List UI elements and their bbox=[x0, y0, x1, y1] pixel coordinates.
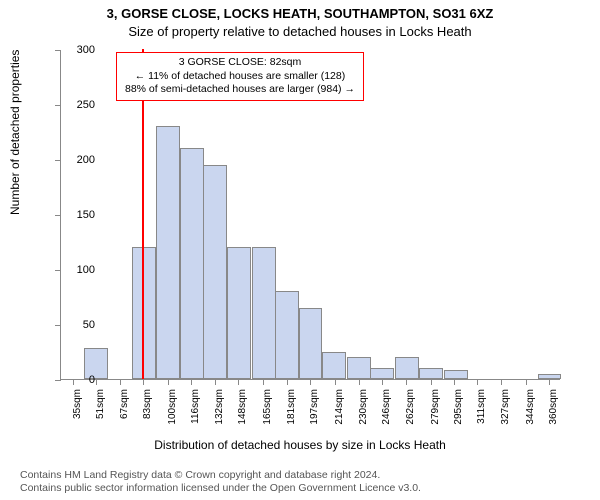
x-tick bbox=[120, 379, 121, 385]
histogram-bar bbox=[156, 126, 180, 379]
y-tick-label: 150 bbox=[77, 209, 95, 221]
x-tick bbox=[168, 379, 169, 385]
x-tick bbox=[73, 379, 74, 385]
histogram-bar bbox=[444, 370, 468, 379]
y-tick bbox=[55, 105, 61, 106]
y-tick-label: 50 bbox=[83, 319, 95, 331]
x-tick bbox=[263, 379, 264, 385]
histogram-bar bbox=[203, 165, 227, 380]
x-tick-label: 35sqm bbox=[72, 389, 83, 439]
x-tick-label: 197sqm bbox=[309, 389, 320, 439]
x-tick-label: 165sqm bbox=[262, 389, 273, 439]
chart-container: 3 GORSE CLOSE: 82sqm← 11% of detached ho… bbox=[60, 50, 560, 380]
x-tick-label: 83sqm bbox=[142, 389, 153, 439]
x-tick bbox=[359, 379, 360, 385]
y-tick-label: 200 bbox=[77, 154, 95, 166]
chart-title-address: 3, GORSE CLOSE, LOCKS HEATH, SOUTHAMPTON… bbox=[0, 6, 600, 21]
x-tick bbox=[287, 379, 288, 385]
x-tick bbox=[431, 379, 432, 385]
y-tick-label: 0 bbox=[89, 374, 95, 386]
histogram-bar bbox=[252, 247, 276, 379]
footer-attribution: Contains HM Land Registry data © Crown c… bbox=[20, 469, 580, 496]
x-tick-label: 51sqm bbox=[95, 389, 106, 439]
x-tick-label: 360sqm bbox=[548, 389, 559, 439]
x-tick-label: 214sqm bbox=[334, 389, 345, 439]
x-tick-label: 262sqm bbox=[405, 389, 416, 439]
x-tick bbox=[96, 379, 97, 385]
x-tick-label: 279sqm bbox=[430, 389, 441, 439]
y-tick bbox=[55, 325, 61, 326]
histogram-bar bbox=[299, 308, 323, 380]
info-box-line: ← 11% of detached houses are smaller (12… bbox=[125, 70, 355, 84]
chart-title-desc: Size of property relative to detached ho… bbox=[0, 24, 600, 39]
x-tick-label: 67sqm bbox=[119, 389, 130, 439]
x-tick-label: 311sqm bbox=[476, 389, 487, 439]
x-tick bbox=[454, 379, 455, 385]
plot-area: 3 GORSE CLOSE: 82sqm← 11% of detached ho… bbox=[60, 50, 560, 380]
x-tick bbox=[215, 379, 216, 385]
x-tick-label: 100sqm bbox=[167, 389, 178, 439]
x-tick-label: 344sqm bbox=[525, 389, 536, 439]
x-tick-label: 327sqm bbox=[500, 389, 511, 439]
footer-line-2: Contains public sector information licen… bbox=[20, 482, 580, 496]
x-tick bbox=[549, 379, 550, 385]
histogram-bar bbox=[227, 247, 251, 379]
info-box: 3 GORSE CLOSE: 82sqm← 11% of detached ho… bbox=[116, 52, 364, 101]
info-box-line: 88% of semi-detached houses are larger (… bbox=[125, 83, 355, 97]
histogram-bar bbox=[538, 374, 562, 380]
histogram-bar bbox=[322, 352, 346, 380]
x-tick bbox=[501, 379, 502, 385]
x-tick-label: 246sqm bbox=[381, 389, 392, 439]
histogram-bar bbox=[395, 357, 419, 379]
y-tick bbox=[55, 50, 61, 51]
footer-line-1: Contains HM Land Registry data © Crown c… bbox=[20, 469, 580, 483]
x-tick bbox=[382, 379, 383, 385]
y-tick bbox=[55, 215, 61, 216]
x-tick-label: 132sqm bbox=[214, 389, 225, 439]
x-tick bbox=[335, 379, 336, 385]
x-tick bbox=[191, 379, 192, 385]
y-tick-label: 300 bbox=[77, 44, 95, 56]
x-tick bbox=[143, 379, 144, 385]
histogram-bar bbox=[180, 148, 204, 379]
x-tick bbox=[477, 379, 478, 385]
histogram-bar bbox=[132, 247, 156, 379]
x-tick-label: 148sqm bbox=[237, 389, 248, 439]
x-tick bbox=[310, 379, 311, 385]
y-axis-label: Number of detached properties bbox=[8, 50, 22, 215]
x-tick-label: 230sqm bbox=[358, 389, 369, 439]
x-tick-label: 116sqm bbox=[190, 389, 201, 439]
x-axis-label: Distribution of detached houses by size … bbox=[0, 438, 600, 452]
x-tick bbox=[406, 379, 407, 385]
histogram-bar bbox=[370, 368, 394, 379]
histogram-bar bbox=[347, 357, 371, 379]
y-tick-label: 250 bbox=[77, 99, 95, 111]
x-tick bbox=[238, 379, 239, 385]
x-tick-label: 181sqm bbox=[286, 389, 297, 439]
histogram-bar bbox=[275, 291, 299, 379]
x-tick bbox=[526, 379, 527, 385]
y-tick bbox=[55, 380, 61, 381]
y-tick bbox=[55, 160, 61, 161]
info-box-line: 3 GORSE CLOSE: 82sqm bbox=[125, 56, 355, 70]
y-tick bbox=[55, 270, 61, 271]
x-tick-label: 295sqm bbox=[453, 389, 464, 439]
histogram-bar bbox=[419, 368, 443, 379]
y-tick-label: 100 bbox=[77, 264, 95, 276]
